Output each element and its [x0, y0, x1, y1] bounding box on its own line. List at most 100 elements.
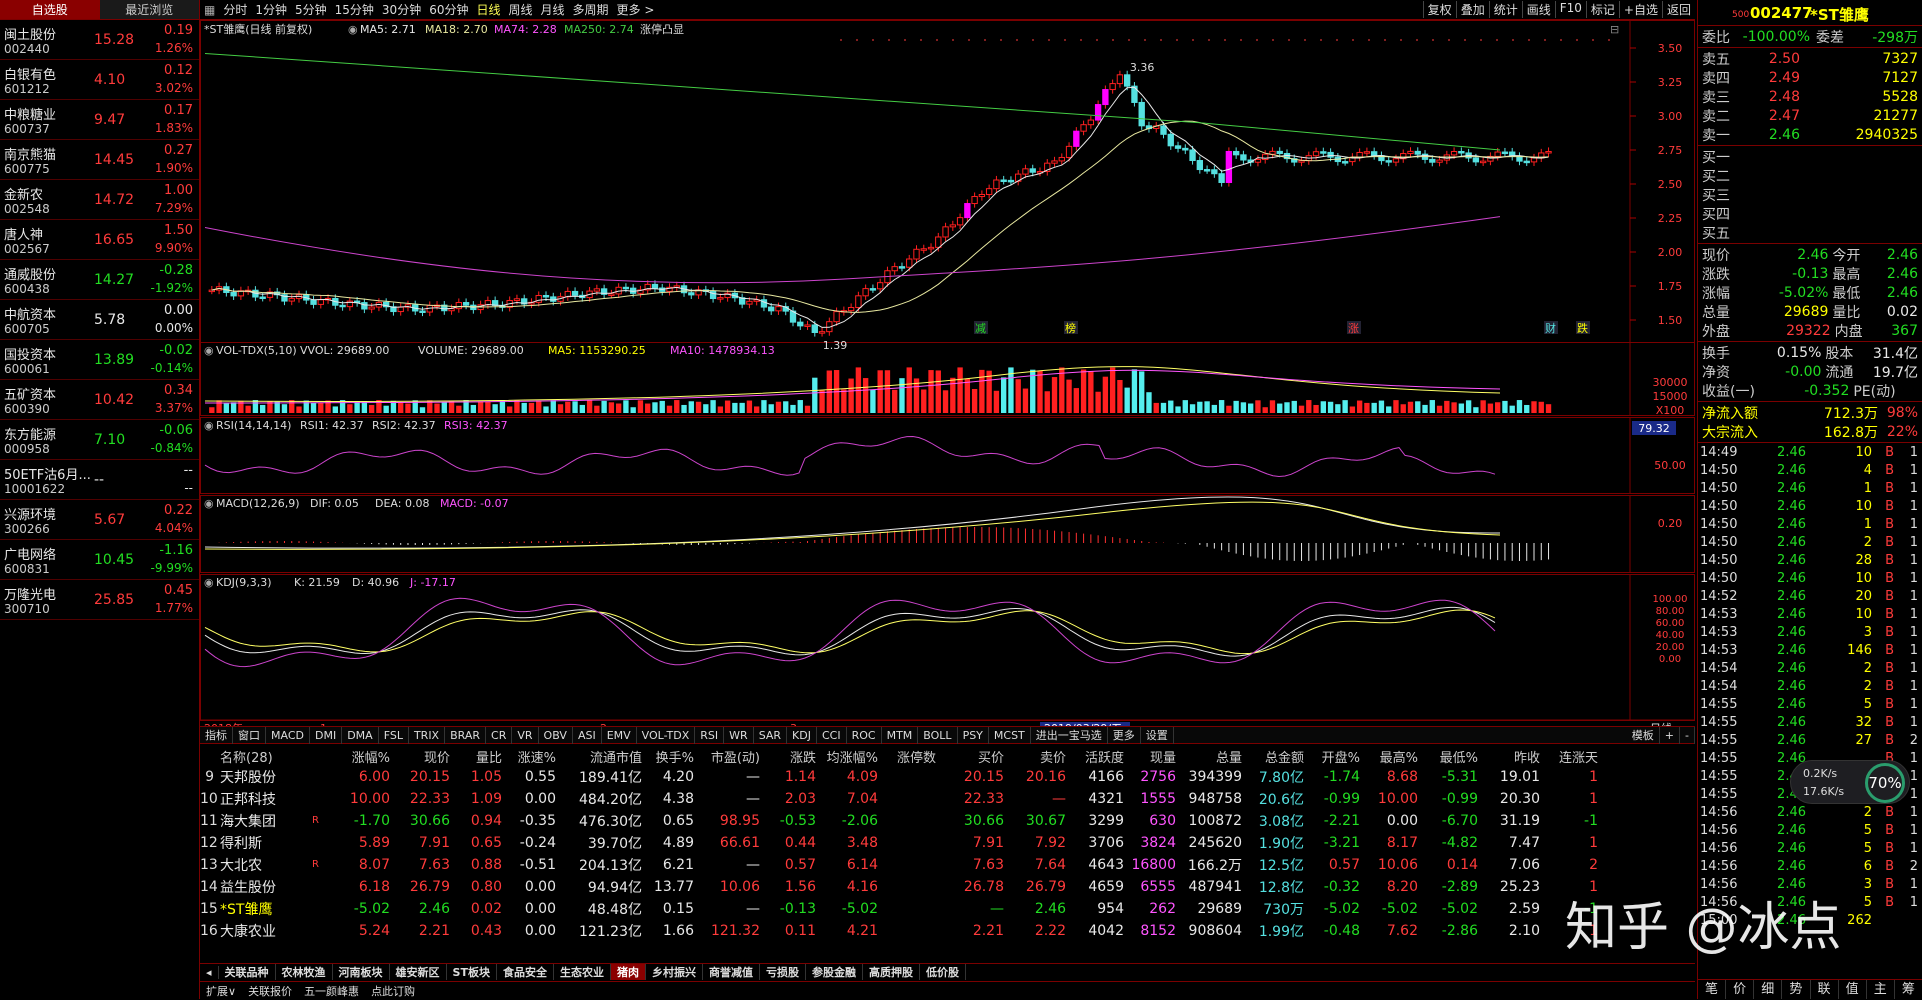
column-header[interactable]: 现量: [1149, 750, 1176, 766]
indicator-tab[interactable]: WR: [724, 726, 754, 744]
indicator-tab[interactable]: ASI: [573, 726, 602, 744]
panel-toggle-icon[interactable]: ⊟: [1610, 23, 1619, 36]
table-row[interactable]: 16 大康农业 5.24 2.21 0.43 0.00 121.23亿 1.66 121.32 0…: [200, 920, 1695, 942]
quote-bottom-tab[interactable]: 细: [1754, 980, 1783, 999]
network-speed-widget[interactable]: 0.2K/s 17.6K/s 70%: [1790, 760, 1910, 804]
column-header[interactable]: 涨速%: [517, 750, 556, 766]
column-header[interactable]: 买价: [977, 750, 1004, 766]
sector-tab[interactable]: 参股金融: [806, 964, 863, 980]
toolbar-button[interactable]: 返回: [1661, 1, 1695, 18]
bottom-tab[interactable]: 点此订购: [371, 984, 416, 998]
column-header[interactable]: 涨跌: [789, 750, 816, 766]
column-header[interactable]: 现价: [423, 750, 450, 766]
grid-icon[interactable]: ▦: [204, 2, 216, 17]
table-row[interactable]: 15 *ST雏鹰 -5.02 2.46 0.02 0.00 48.48亿 0.15 — -0.13…: [200, 898, 1695, 920]
indicator-tab[interactable]: 窗口: [233, 726, 266, 744]
column-header[interactable]: 市盈(动): [710, 750, 760, 766]
indicator-tab[interactable]: 指标: [200, 726, 233, 744]
sector-tab[interactable]: 关联品种: [219, 964, 276, 980]
watchlist-item[interactable]: 广电网络 600831 10.45 -1.16 -9.99%: [0, 540, 199, 580]
tab-watchlist[interactable]: 自选股: [0, 0, 100, 19]
column-header[interactable]: 均涨幅%: [826, 750, 878, 766]
quote-bottom-tab[interactable]: 联: [1811, 980, 1839, 999]
sector-tab[interactable]: 河南板块: [333, 964, 390, 980]
table-row[interactable]: 13 大北农 R 8.07 7.63 0.88 -0.51 204.13亿 6.21 — 0.57 6…: [200, 854, 1695, 876]
column-header[interactable]: 卖价: [1039, 750, 1066, 766]
column-header[interactable]: 昨收: [1513, 750, 1540, 766]
table-row[interactable]: 14 益生股份 6.18 26.79 0.80 0.00 94.94亿 13.77 10.06 1…: [200, 876, 1695, 898]
period-tab[interactable]: 多周期: [572, 3, 609, 17]
template-button[interactable]: 模板: [1627, 726, 1660, 744]
period-tab[interactable]: 30分钟: [381, 3, 422, 17]
column-header[interactable]: 涨幅%: [351, 750, 390, 766]
event-marker[interactable]: 跌: [1577, 321, 1588, 335]
sector-tab[interactable]: 高质押股: [863, 964, 920, 980]
watchlist-item[interactable]: 中航资本 600705 5.78 0.00 0.00%: [0, 300, 199, 340]
indicator-tab[interactable]: MCST: [989, 726, 1031, 744]
column-header[interactable]: 总量: [1215, 750, 1242, 766]
table-row[interactable]: 11 海大集团 R -1.70 30.66 0.94 -0.35 476.30亿 0.65 98.…: [200, 810, 1695, 832]
sector-prev-icon[interactable]: ◂: [200, 965, 219, 979]
sector-tab[interactable]: 农林牧渔: [276, 964, 333, 980]
toolbar-button[interactable]: +自选: [1618, 1, 1662, 18]
sector-tab[interactable]: 亏损股: [760, 964, 806, 980]
column-header[interactable]: 涨停数: [896, 750, 936, 766]
watchlist-item[interactable]: 国投资本 600061 13.89 -0.02 -0.14%: [0, 340, 199, 380]
column-header[interactable]: 连涨天: [1558, 750, 1598, 766]
indicator-tab[interactable]: CR: [486, 726, 513, 744]
table-row[interactable]: 9 天邦股份 6.00 20.15 1.05 0.55 189.41亿 4.20 — 1.14 4.…: [200, 766, 1695, 788]
sector-tab[interactable]: ST板块: [447, 964, 497, 980]
watchlist-item[interactable]: 通威股份 600438 14.27 -0.28 -1.92%: [0, 260, 199, 300]
table-row[interactable]: 12 得利斯 5.89 7.91 0.65 -0.24 39.70亿 4.89 66.61 0.4…: [200, 832, 1695, 854]
indicator-tab[interactable]: TRIX: [409, 726, 446, 744]
toolbar-button[interactable]: F10: [1554, 1, 1586, 18]
template-button[interactable]: -: [1680, 726, 1695, 744]
toolbar-button[interactable]: 标记: [1585, 1, 1619, 18]
sector-tab[interactable]: 生态农业: [554, 964, 611, 980]
indicator-tab[interactable]: PSY: [958, 726, 989, 744]
watchlist-item[interactable]: 南京熊猫 600775 14.45 0.27 1.90%: [0, 140, 199, 180]
indicator-tab[interactable]: VR: [512, 726, 539, 744]
indicator-tab[interactable]: 设置: [1141, 726, 1174, 744]
column-header[interactable]: 最高%: [1379, 750, 1418, 766]
period-tab[interactable]: 分时: [223, 3, 248, 17]
period-tab[interactable]: 更多 >: [616, 3, 655, 17]
watchlist-item[interactable]: 万隆光电 300710 25.85 0.45 1.77%: [0, 580, 199, 620]
indicator-tab[interactable]: RSI: [695, 726, 725, 744]
column-header[interactable]: 换手%: [655, 750, 694, 766]
column-header[interactable]: 最低%: [1439, 750, 1478, 766]
event-marker[interactable]: 减: [975, 322, 986, 335]
period-tab[interactable]: 1分钟: [255, 3, 287, 17]
watchlist-item[interactable]: 50ETF沽6月... 10001622 -- -- --: [0, 460, 199, 500]
indicator-tab[interactable]: DMI: [310, 726, 343, 744]
watchlist-item[interactable]: 五矿资本 600390 10.42 0.34 3.37%: [0, 380, 199, 420]
quote-bottom-tab[interactable]: 值: [1839, 980, 1867, 999]
period-tab[interactable]: 5分钟: [295, 3, 327, 17]
watchlist-item[interactable]: 唐人神 002567 16.65 1.50 9.90%: [0, 220, 199, 260]
watchlist-item[interactable]: 中粮糖业 600737 9.47 0.17 1.83%: [0, 100, 199, 140]
event-marker[interactable]: 榜: [1065, 321, 1076, 335]
template-button[interactable]: +: [1660, 726, 1681, 744]
sector-tab[interactable]: 低价股: [920, 964, 966, 980]
column-header[interactable]: 开盘%: [1321, 750, 1360, 766]
column-header[interactable]: 流通市值: [589, 750, 642, 766]
watchlist-item[interactable]: 金新农 002548 14.72 1.00 7.29%: [0, 180, 199, 220]
tab-recent[interactable]: 最近浏览: [125, 3, 174, 17]
toolbar-button[interactable]: 统计: [1488, 1, 1522, 18]
sector-tab[interactable]: 食品安全: [497, 964, 554, 980]
sector-tab[interactable]: 雄安新区: [390, 964, 447, 980]
watchlist-item[interactable]: 闽土股份 002440 15.28 0.19 1.26%: [0, 20, 199, 60]
quote-bottom-tab[interactable]: 势: [1782, 980, 1811, 999]
sector-tab[interactable]: 商誉减值: [703, 964, 760, 980]
sector-tab[interactable]: 猪肉: [610, 964, 646, 980]
watchlist-item[interactable]: 兴源环境 300266 5.67 0.22 4.04%: [0, 500, 199, 540]
indicator-tab[interactable]: BOLL: [918, 726, 958, 744]
settings-icon[interactable]: ◉: [204, 419, 214, 432]
quote-bottom-tab[interactable]: 筹: [1895, 980, 1922, 999]
period-tab[interactable]: 日线: [476, 3, 501, 17]
indicator-tab[interactable]: MACD: [266, 726, 310, 744]
quote-bottom-tab[interactable]: 笔: [1698, 980, 1727, 999]
toolbar-button[interactable]: 画线: [1521, 1, 1555, 18]
indicator-tab[interactable]: KDJ: [787, 726, 817, 744]
settings-icon[interactable]: ◉: [204, 576, 214, 589]
